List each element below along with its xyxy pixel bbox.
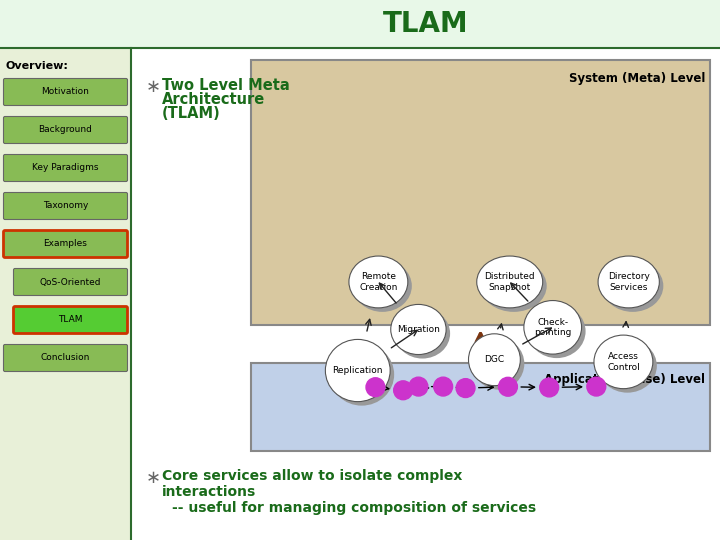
Ellipse shape xyxy=(594,335,653,389)
Circle shape xyxy=(366,378,385,396)
Ellipse shape xyxy=(395,308,450,359)
Bar xyxy=(131,48,720,540)
Ellipse shape xyxy=(598,339,657,393)
FancyBboxPatch shape xyxy=(4,345,127,372)
Ellipse shape xyxy=(391,305,446,355)
FancyBboxPatch shape xyxy=(4,78,127,105)
Circle shape xyxy=(409,377,428,396)
Circle shape xyxy=(498,377,518,396)
Text: TLAM: TLAM xyxy=(383,10,468,38)
Text: (TLAM): (TLAM) xyxy=(162,106,221,121)
Text: Overview:: Overview: xyxy=(6,61,69,71)
Circle shape xyxy=(587,377,606,396)
Ellipse shape xyxy=(524,301,582,354)
Text: Directory
Services: Directory Services xyxy=(608,272,649,292)
Text: Replication: Replication xyxy=(333,366,383,375)
Circle shape xyxy=(433,377,453,396)
FancyBboxPatch shape xyxy=(14,307,127,334)
Ellipse shape xyxy=(329,343,394,406)
Text: QoS-Oriented: QoS-Oriented xyxy=(40,278,102,287)
Text: Key Paradigms: Key Paradigms xyxy=(32,164,99,172)
FancyBboxPatch shape xyxy=(4,192,127,219)
Text: Architecture: Architecture xyxy=(162,92,265,107)
Text: Check-
pointing: Check- pointing xyxy=(534,318,572,337)
Text: Core services allow to isolate complex: Core services allow to isolate complex xyxy=(162,469,462,483)
Circle shape xyxy=(540,378,559,397)
Text: Background: Background xyxy=(39,125,92,134)
Text: Remote
Creation: Remote Creation xyxy=(359,272,397,292)
FancyBboxPatch shape xyxy=(4,154,127,181)
Text: ∗: ∗ xyxy=(146,78,161,96)
FancyBboxPatch shape xyxy=(4,231,127,258)
Text: Examples: Examples xyxy=(44,240,87,248)
Text: Motivation: Motivation xyxy=(42,87,89,97)
Ellipse shape xyxy=(602,260,663,312)
Text: Distributed
Snapshot: Distributed Snapshot xyxy=(485,272,535,292)
FancyBboxPatch shape xyxy=(4,117,127,144)
Bar xyxy=(251,363,710,451)
Text: -- useful for managing composition of services: -- useful for managing composition of se… xyxy=(172,501,536,515)
Text: Application (Base) Level: Application (Base) Level xyxy=(544,373,705,386)
Text: System (Meta) Level: System (Meta) Level xyxy=(569,72,705,85)
Text: TLAM: TLAM xyxy=(58,315,83,325)
Ellipse shape xyxy=(325,340,390,402)
Text: DGC: DGC xyxy=(485,355,505,364)
Ellipse shape xyxy=(469,334,521,386)
Text: Two Level Meta: Two Level Meta xyxy=(162,78,289,93)
Circle shape xyxy=(394,381,413,400)
Ellipse shape xyxy=(481,260,546,312)
Ellipse shape xyxy=(528,305,585,358)
Ellipse shape xyxy=(477,256,543,308)
Bar xyxy=(0,48,131,540)
Ellipse shape xyxy=(353,260,412,312)
Ellipse shape xyxy=(598,256,660,308)
Text: Taxonomy: Taxonomy xyxy=(42,201,88,211)
FancyBboxPatch shape xyxy=(14,268,127,295)
Circle shape xyxy=(456,379,475,397)
Text: Access
Control: Access Control xyxy=(607,352,640,372)
Bar xyxy=(0,0,720,48)
Ellipse shape xyxy=(349,256,408,308)
Text: Migration: Migration xyxy=(397,325,440,334)
Text: interactions: interactions xyxy=(162,485,256,499)
Bar xyxy=(251,60,710,325)
Ellipse shape xyxy=(472,338,524,390)
Text: Conclusion: Conclusion xyxy=(41,354,90,362)
Text: ∗: ∗ xyxy=(146,469,161,487)
